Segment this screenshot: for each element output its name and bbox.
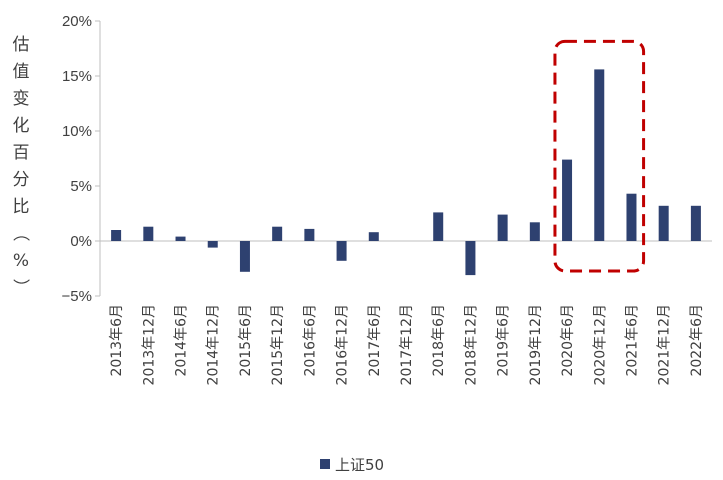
y-axis-label-char: 估	[13, 35, 30, 55]
bar	[239, 241, 250, 272]
x-tick-label: 2021年6月	[624, 304, 640, 377]
bar	[658, 205, 669, 241]
y-axis-label-char: （	[10, 225, 30, 242]
bar	[594, 69, 605, 242]
bar	[690, 205, 701, 241]
x-tick-label: 2013年12月	[141, 304, 157, 385]
legend: 上证50	[320, 456, 384, 474]
bars	[111, 69, 701, 276]
x-tick-label: 2021年12月	[657, 304, 673, 385]
bar	[433, 212, 444, 241]
x-tick-label: 2019年6月	[496, 304, 512, 377]
legend-swatch	[320, 459, 330, 469]
x-tick-label: 2014年6月	[174, 304, 190, 377]
y-axis-label-char: ）	[10, 279, 30, 296]
y-axis-label-char: %	[13, 251, 29, 271]
x-tick-label: 2016年12月	[335, 304, 351, 385]
highlight-box	[553, 39, 646, 273]
y-tick-label: 0%	[70, 233, 92, 250]
x-tick-label: 2020年6月	[560, 304, 576, 377]
x-tick-label: 2022年6月	[689, 304, 705, 377]
y-axis-label-char: 化	[13, 116, 30, 136]
x-tick-label: 2015年12月	[270, 304, 286, 385]
bar	[111, 230, 122, 241]
bar	[626, 193, 637, 241]
bar	[336, 241, 347, 261]
x-tick-label: 2020年12月	[592, 304, 608, 385]
bar	[497, 214, 508, 241]
y-tick-label: 20%	[62, 13, 92, 30]
y-tick-label: 15%	[62, 68, 92, 85]
x-tick-label: 2015年6月	[238, 304, 254, 377]
y-axis-ticks: −5% 0% 5% 10% 15% 20%	[62, 13, 100, 305]
bar	[529, 222, 540, 241]
y-tick-label: 5%	[70, 178, 92, 195]
x-tick-label: 2017年12月	[399, 304, 415, 385]
x-tick-label: 2017年6月	[367, 304, 383, 377]
legend-label: 上证50	[335, 456, 384, 474]
bar	[562, 159, 573, 241]
x-tick-label: 2018年6月	[431, 304, 447, 377]
bar	[207, 241, 218, 248]
bar	[304, 228, 315, 241]
bar	[465, 241, 476, 276]
y-tick-label: 10%	[62, 123, 92, 140]
y-axis-label-char: 值	[13, 62, 30, 82]
y-axis-label-char: 百	[13, 143, 30, 163]
bar	[368, 232, 379, 241]
x-tick-label: 2016年6月	[302, 304, 318, 377]
y-axis-label-char: 变	[13, 89, 30, 109]
bar	[272, 226, 283, 241]
y-tick-label: −5%	[62, 288, 92, 305]
y-axis-label-char: 分	[13, 170, 30, 190]
x-tick-label: 2013年6月	[109, 304, 125, 377]
bar	[143, 226, 154, 241]
y-axis-label-char: 比	[13, 197, 30, 217]
x-tick-label: 2019年12月	[528, 304, 544, 385]
x-tick-label: 2018年12月	[463, 304, 479, 385]
x-axis-ticks: 2013年6月 2013年12月 2014年6月 2014年12月 2015年6月 201…	[109, 304, 705, 385]
x-tick-label: 2014年12月	[206, 304, 222, 385]
bar	[175, 236, 186, 241]
